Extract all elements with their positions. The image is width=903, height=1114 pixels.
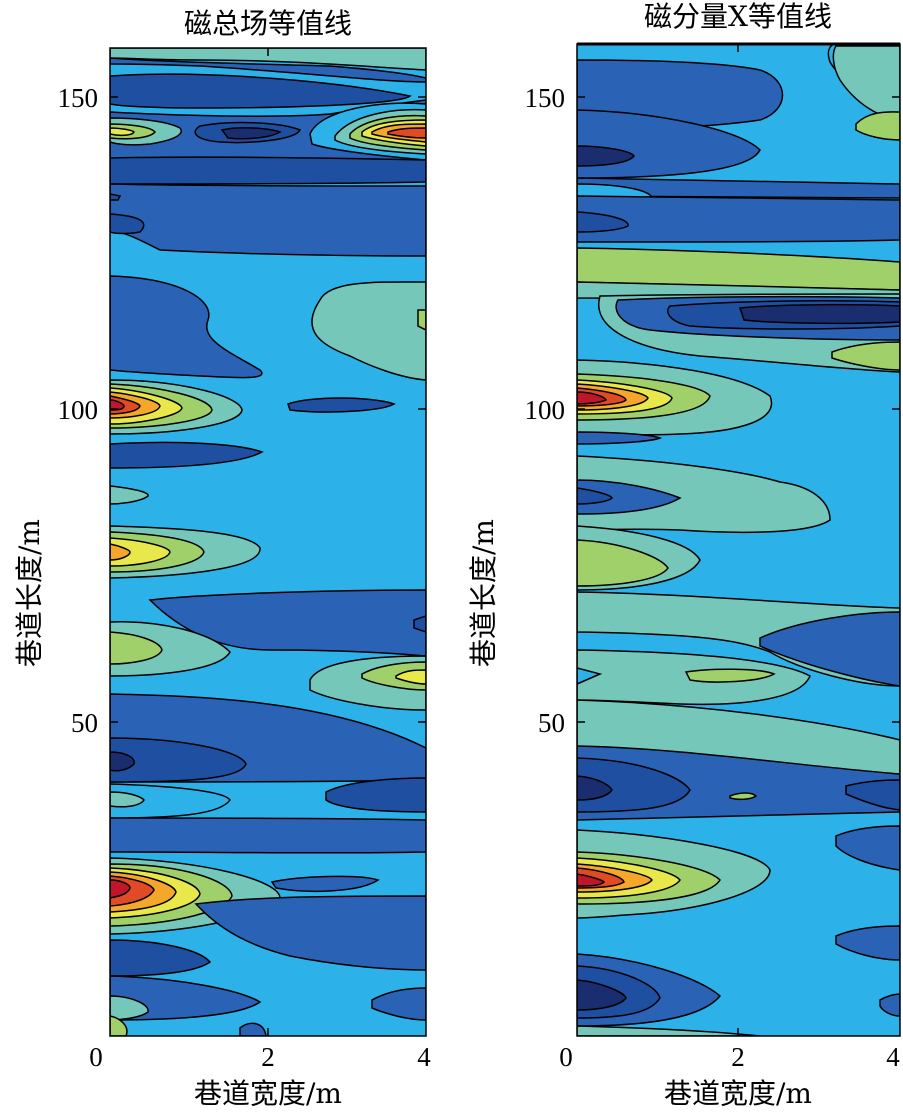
contour-fills-left <box>110 48 426 1036</box>
ytick-right-100: 100 <box>525 395 566 425</box>
ticks-left <box>110 48 426 1036</box>
xlabel-right: 巷道宽度/m <box>664 1077 812 1110</box>
title-right: 磁分量X等值线 <box>644 0 832 33</box>
xtick-right-4: 4 <box>886 1042 900 1072</box>
ylabel-left: 巷道长度/m <box>13 519 46 667</box>
ytick-left-150: 150 <box>58 83 99 113</box>
contour-fills-right <box>577 44 900 1036</box>
xtick-right-0: 0 <box>559 1042 573 1072</box>
title-left: 磁总场等值线 <box>184 7 352 40</box>
ytick-left-100: 100 <box>58 395 99 425</box>
ylabel-right: 巷道长度/m <box>467 519 500 667</box>
xtick-right-2: 2 <box>731 1042 745 1072</box>
panel-total-field: 磁总场等值线 巷道宽度/m 巷道长度/m 150 100 50 0 2 4 <box>13 7 431 1110</box>
panel-component-x: 磁分量X等值线 巷道宽度/m 巷道长度/m 150 100 50 0 2 4 <box>467 0 901 1110</box>
xtick-left-4: 4 <box>417 1042 431 1072</box>
ytick-left-50: 50 <box>71 708 98 738</box>
xtick-left-2: 2 <box>261 1042 275 1072</box>
ytick-right-150: 150 <box>525 83 566 113</box>
ytick-right-50: 50 <box>538 708 565 738</box>
ticks-right <box>577 44 900 1036</box>
xtick-left-0: 0 <box>89 1042 103 1072</box>
xlabel-left: 巷道宽度/m <box>194 1077 342 1110</box>
